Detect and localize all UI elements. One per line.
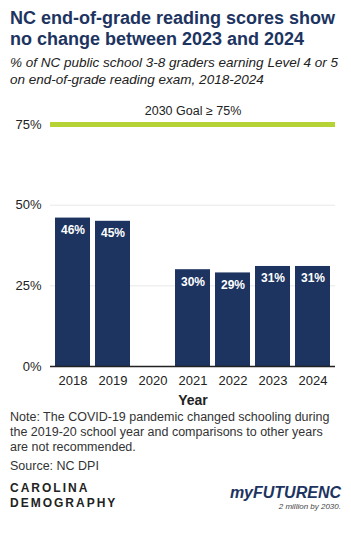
svg-text:46%: 46% (61, 223, 85, 237)
svg-text:75%: 75% (15, 117, 41, 132)
svg-text:2024: 2024 (299, 373, 328, 388)
svg-text:2020: 2020 (139, 373, 168, 388)
html-text:% of NC public school 3-8 grad: % of NC public school 3-8 graders earnin… (10, 55, 338, 87)
svg-text:25%: 25% (15, 278, 41, 293)
svg-text:30%: 30% (181, 275, 205, 289)
html-text:2 million by 2030.: 2 million by 2030. (278, 502, 341, 511)
html-text:DEMOGRAPHY: DEMOGRAPHY (10, 496, 118, 510)
svg-text:2019: 2019 (99, 373, 128, 388)
svg-text:31%: 31% (261, 271, 285, 285)
svg-text:Year: Year (178, 392, 208, 408)
html-text:myFUTURENC: myFUTURENC (229, 484, 341, 501)
svg-text:2023: 2023 (259, 373, 288, 388)
svg-text:2021: 2021 (179, 373, 208, 388)
html-text:Note: The COVID-19 pandemic ch: Note: The COVID-19 pandemic changed scho… (10, 410, 330, 454)
svg-text:31%: 31% (301, 271, 325, 285)
html-text:NC end-of-grade reading scores: NC end-of-grade reading scores show no c… (10, 8, 336, 49)
svg-text:50%: 50% (15, 197, 41, 212)
svg-text:2018: 2018 (59, 373, 88, 388)
svg-text:45%: 45% (101, 226, 125, 240)
svg-text:2022: 2022 (219, 373, 248, 388)
svg-text:2030 Goal ≥ 75%: 2030 Goal ≥ 75% (145, 104, 242, 118)
svg-text:29%: 29% (221, 278, 245, 292)
svg-text:0%: 0% (23, 359, 42, 374)
html-text:CAROLINA: CAROLINA (10, 481, 90, 495)
html-text:Source: NC DPI: Source: NC DPI (10, 459, 99, 473)
